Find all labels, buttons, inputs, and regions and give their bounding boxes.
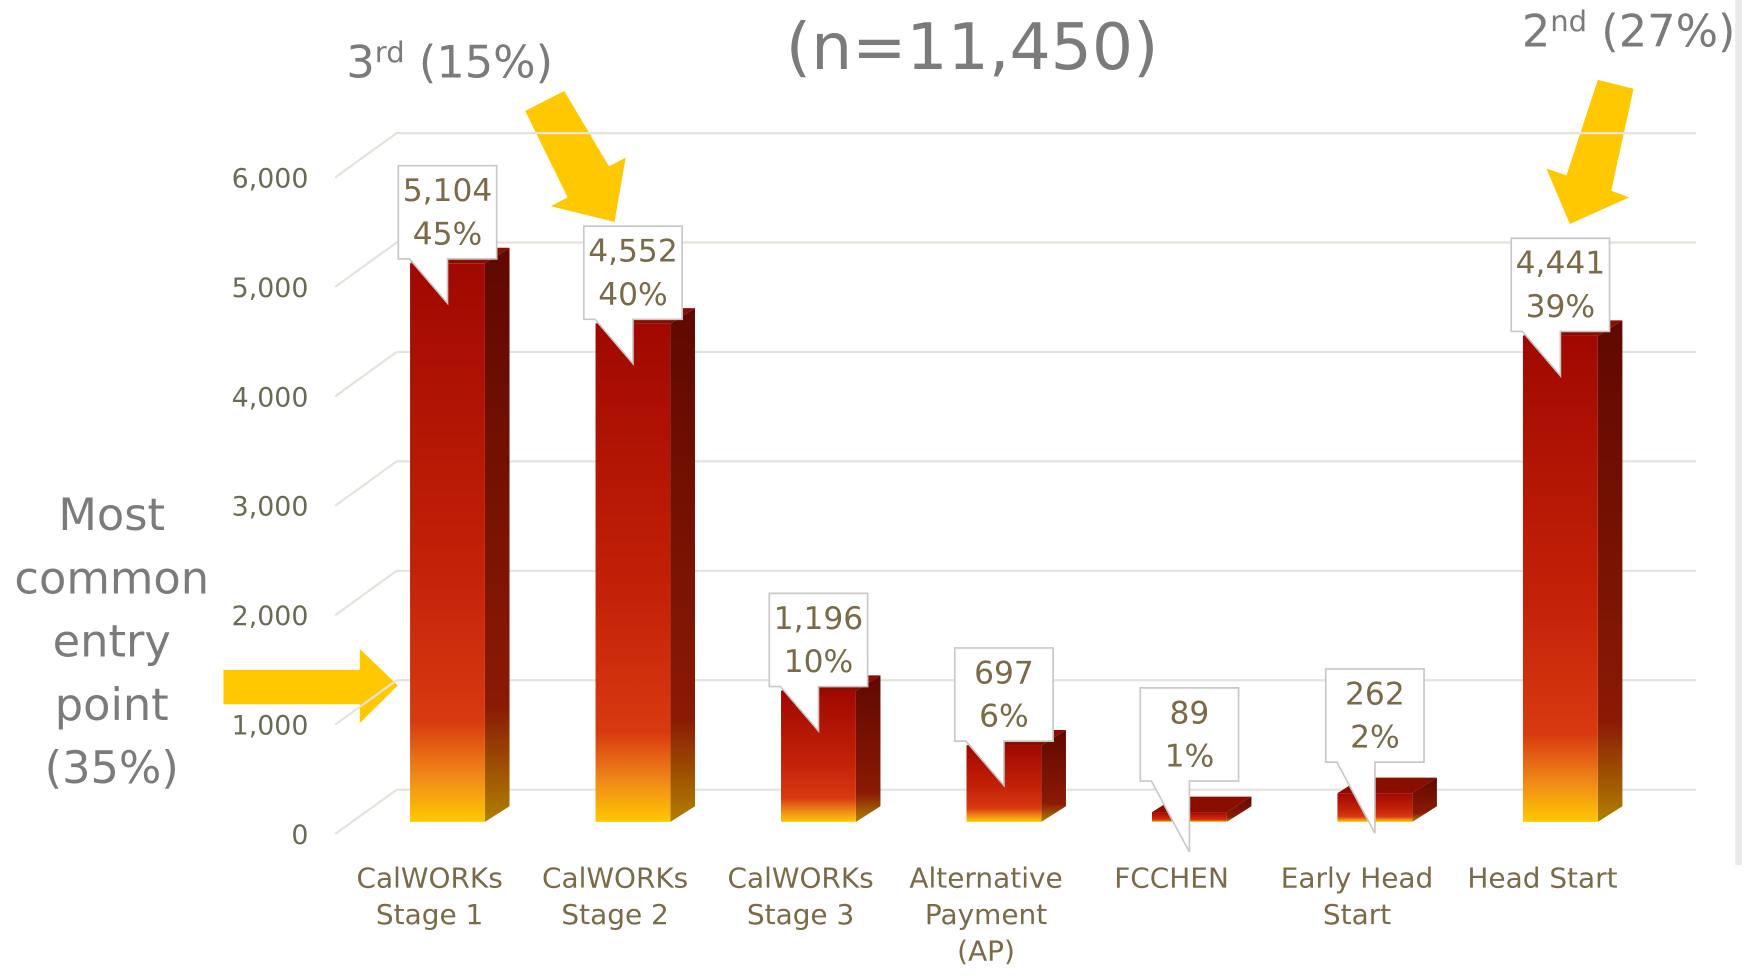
grid-line — [334, 350, 1697, 398]
arrow — [525, 90, 626, 222]
grid-line — [334, 788, 1697, 835]
x-tick-line: Stage 2 — [561, 898, 668, 931]
data-label: 2% — [1350, 720, 1400, 756]
y-tick-label: 0 — [291, 820, 308, 851]
bar-side — [855, 675, 881, 822]
bar-side — [1412, 777, 1437, 822]
x-tick-line: CalWORKs — [542, 861, 688, 894]
data-label: 45% — [413, 217, 483, 253]
x-tick-label: Head Start — [1467, 861, 1617, 894]
bar-side — [1597, 320, 1623, 822]
annotation-part: 2 — [1522, 7, 1550, 58]
data-label: 10% — [784, 644, 854, 680]
annotation-part: nd — [1550, 4, 1587, 38]
grid-line — [334, 131, 1697, 179]
data-label-box — [768, 592, 869, 734]
annotation-line: entry — [53, 617, 171, 668]
data-label: 5,104 — [403, 173, 493, 209]
data-label-box — [1324, 668, 1425, 834]
x-tick-label: CalWORKs Stage 1 — [356, 861, 502, 930]
y-tick-label: 2,000 — [232, 601, 309, 632]
annotation-line: (35%) — [45, 743, 179, 794]
y-tick-label: 1,000 — [232, 711, 309, 742]
data-label: 697 — [974, 656, 1034, 692]
x-tick-label: FCCHEN — [1114, 861, 1229, 894]
x-tick-label: Early Head Start — [1281, 861, 1433, 930]
grid-line — [334, 569, 1697, 617]
bar — [410, 263, 485, 822]
data-label: 1,196 — [774, 601, 864, 637]
x-tick-line: Alternative — [909, 861, 1062, 894]
annotation-line: Most — [58, 490, 165, 541]
grid — [334, 131, 1697, 835]
bar-side — [484, 247, 510, 822]
x-tick-line: CalWORKs — [356, 861, 502, 894]
bar — [1522, 335, 1598, 822]
x-tick-line: Payment — [925, 898, 1047, 931]
x-tick-line: Stage 1 — [376, 898, 483, 931]
data-label: 89 — [1170, 695, 1210, 731]
data-label: 262 — [1345, 677, 1405, 713]
grid-line — [334, 679, 1697, 726]
data-label: 6% — [979, 699, 1029, 735]
annotation: Most common entry point (35%) — [14, 490, 209, 794]
chart-title: (n=11,450) — [786, 10, 1159, 85]
x-tick-line: CalWORKs — [727, 861, 873, 894]
data-label: 4,552 — [588, 234, 678, 270]
data-label: 1% — [1165, 739, 1215, 775]
annotation-part: rd — [375, 35, 405, 69]
y-tick-label: 3,000 — [232, 492, 309, 523]
data-label: 39% — [1526, 289, 1596, 325]
annotation: 3rd (15%) — [346, 35, 553, 88]
x-tick-line: (AP) — [957, 935, 1015, 968]
annotation-line: common — [14, 554, 209, 605]
x-tick-label: Alternative Payment (AP) — [909, 861, 1062, 967]
data-label-box — [953, 647, 1054, 788]
y-tick-label: 4,000 — [232, 382, 309, 413]
x-tick-label: CalWORKs Stage 2 — [542, 861, 688, 930]
data-label: 40% — [598, 277, 668, 313]
bar-side — [1226, 796, 1252, 822]
x-tick-line: Head Start — [1467, 861, 1617, 894]
data-label: 4,441 — [1516, 246, 1606, 282]
x-tick-line: Early Head — [1281, 861, 1433, 894]
annotation-part: 3 — [346, 38, 374, 89]
x-tick-label: CalWORKs Stage 3 — [727, 861, 873, 930]
bar-side — [1041, 730, 1066, 822]
y-tick-label: 5,000 — [232, 273, 309, 304]
grid-line — [334, 460, 1697, 507]
x-tick-line: Stage 3 — [747, 898, 854, 931]
bar — [595, 323, 671, 822]
x-tick-line: FCCHEN — [1114, 861, 1229, 894]
annotation-part: (27%) — [1587, 7, 1735, 58]
arrow — [223, 648, 398, 724]
y-tick-label: 6,000 — [232, 164, 309, 195]
annotation: 2nd (27%) — [1522, 4, 1736, 57]
bar-side — [670, 308, 695, 822]
data-label-box — [1510, 237, 1611, 379]
data-label-box — [397, 164, 498, 306]
annotation-part: (15%) — [405, 38, 553, 89]
grid-line — [334, 241, 1697, 288]
data-label-box — [1139, 687, 1240, 853]
x-tick-line: Start — [1323, 898, 1391, 931]
arrow — [1546, 79, 1634, 225]
data-label-box — [582, 225, 683, 366]
annotation-line: point — [55, 680, 169, 731]
